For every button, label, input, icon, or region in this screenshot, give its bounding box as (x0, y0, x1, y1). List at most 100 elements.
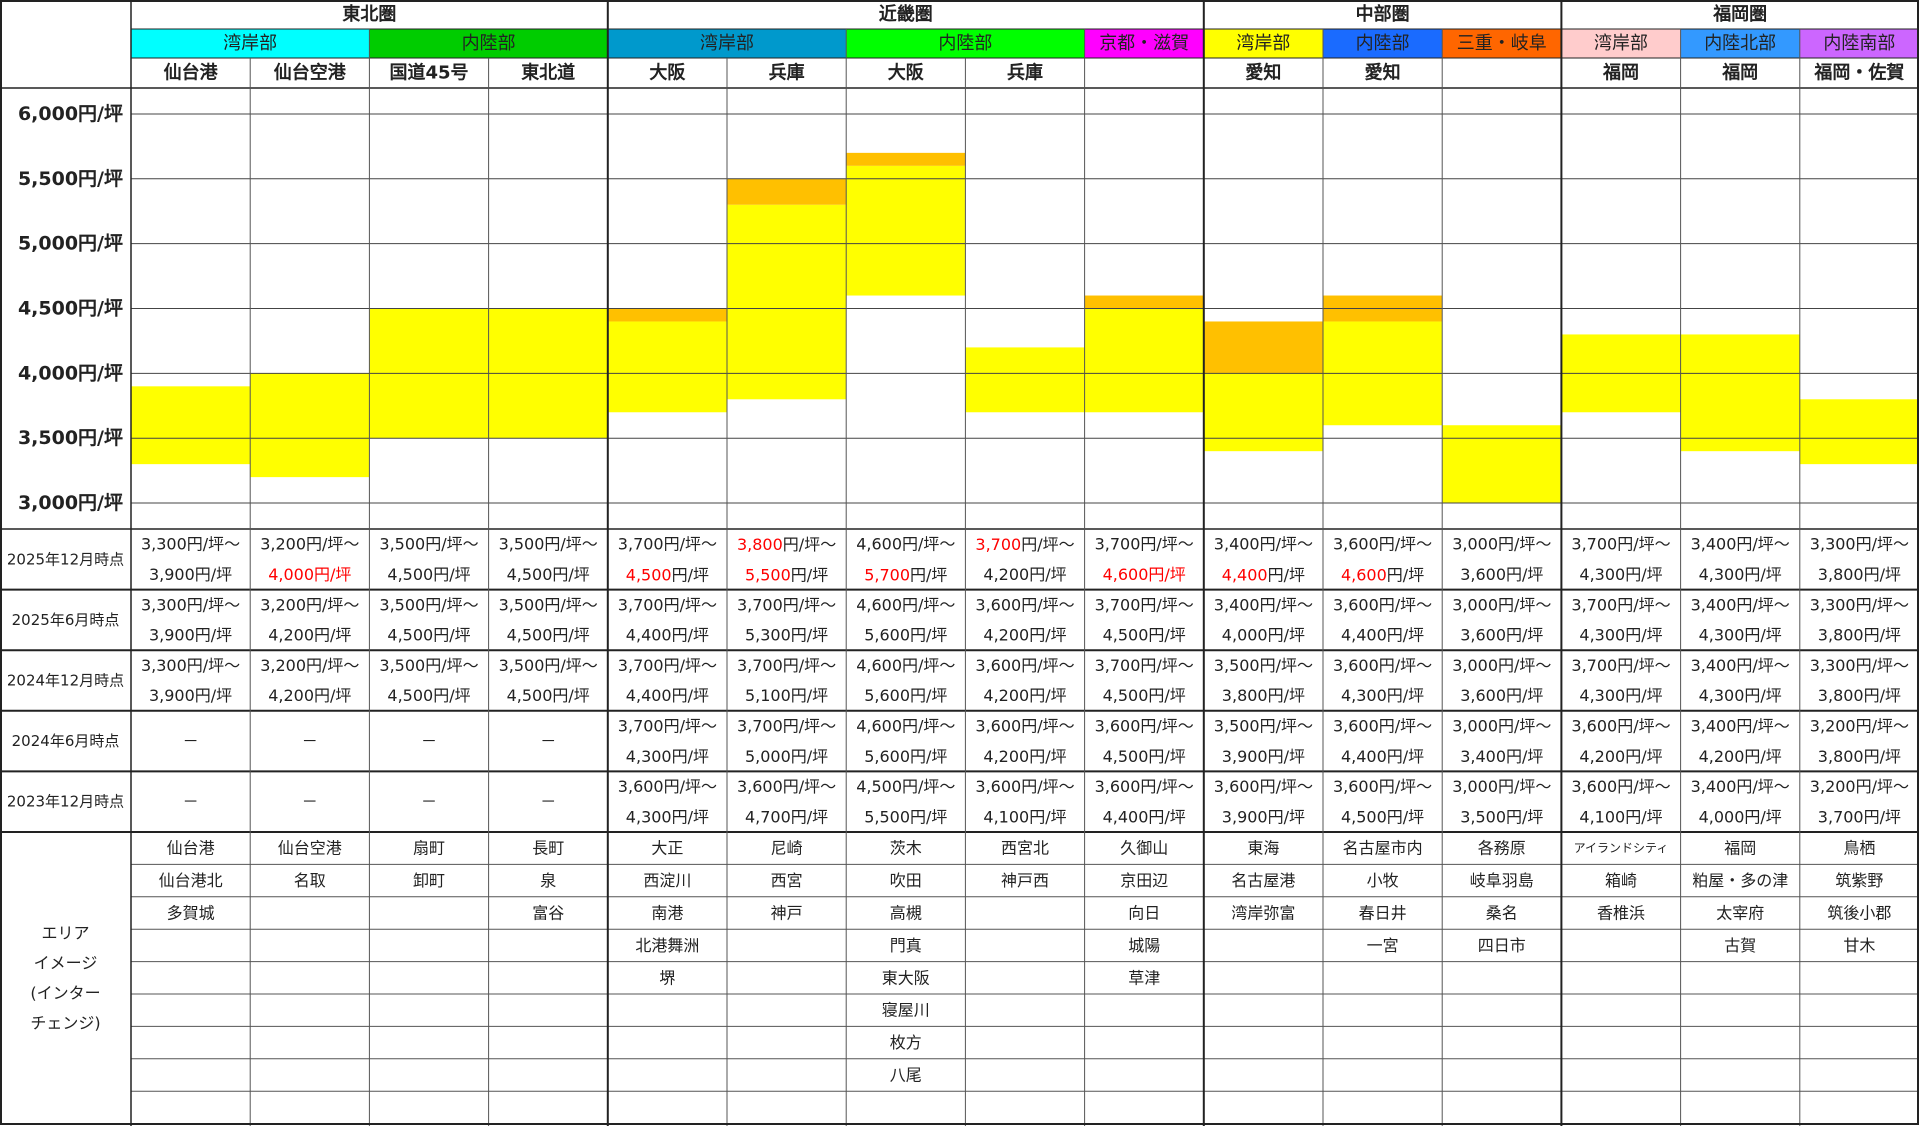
price-label: 3,700円/坪～ (618, 716, 717, 735)
price-label: 4,200円/坪 (983, 686, 1066, 705)
subregion-label: 内陸部 (462, 33, 516, 54)
price-label: 3,500円/坪～ (499, 656, 598, 675)
area-name: 太宰府 (1716, 904, 1764, 923)
price-label: 3,900円/坪 (149, 565, 232, 584)
area-name: 大正 (651, 839, 683, 858)
price-label: 4,300円/坪 (1699, 626, 1782, 645)
price-label: 4,000円/坪 (268, 565, 351, 584)
price-label: 3,500円/坪～ (1214, 716, 1313, 735)
no-data: － (540, 732, 556, 751)
subregion-bg (369, 29, 608, 58)
price-label: 3,300円/坪～ (141, 656, 240, 675)
price-label: 3,400円/坪～ (1691, 595, 1790, 614)
price-label: 4,600円/坪 (1341, 565, 1424, 584)
area-name: 神戸西 (1001, 871, 1049, 890)
area-name: 福岡 (1724, 839, 1756, 858)
area-name: 甘木 (1843, 936, 1875, 955)
area-name: 西宮 (771, 871, 803, 890)
price-label: 3,500円/坪～ (1214, 656, 1313, 675)
area-name: 名古屋港 (1231, 871, 1295, 890)
y-tick-label: 5,000円/坪 (18, 233, 123, 255)
period-label: 2024年12月時点 (7, 672, 124, 690)
price-label: 4,500円/坪～ (856, 777, 955, 796)
area-name: 岐阜羽島 (1470, 871, 1534, 890)
price-label: 4,300円/坪 (626, 747, 709, 766)
area-name: 粕屋・多の津 (1692, 871, 1788, 890)
increase-bar (607, 308, 727, 322)
price-label: 4,500円/坪 (1103, 686, 1186, 705)
price-label: 5,000円/坪 (745, 747, 828, 766)
price-label: 3,200円/坪～ (260, 656, 359, 675)
y-tick-label: 3,000円/坪 (18, 492, 123, 514)
price-label: 3,600円/坪 (1460, 565, 1543, 584)
price-label: 4,500円/坪 (507, 626, 590, 645)
area-name: アイランドシティ (1574, 841, 1669, 855)
subregion-label: 三重・岐阜 (1457, 33, 1547, 54)
price-label: 3,700円/坪～ (1095, 535, 1194, 554)
price-label: 3,600円/坪～ (1571, 716, 1670, 735)
range-bar (846, 165, 966, 296)
area-name: 門真 (890, 936, 922, 955)
price-label: 4,600円/坪～ (856, 595, 955, 614)
price-label: 4,500円/坪 (626, 565, 709, 584)
price-label: 3,700円/坪～ (618, 656, 717, 675)
subregion-label: 湾岸部 (1236, 33, 1290, 54)
column-label: 兵庫 (769, 62, 805, 84)
price-label: 3,700円/坪～ (975, 535, 1074, 554)
price-label: 3,300円/坪～ (1810, 656, 1909, 675)
price-label: 4,600円/坪～ (856, 656, 955, 675)
price-label: 4,100円/坪 (1579, 807, 1662, 826)
no-data: － (421, 792, 437, 811)
no-data: － (183, 732, 199, 751)
subregion-bg (1203, 29, 1323, 58)
range-bar (250, 373, 370, 478)
price-label: 3,500円/坪～ (379, 656, 478, 675)
area-name: 八尾 (890, 1066, 922, 1085)
column-label: 福岡・佐賀 (1813, 62, 1904, 84)
price-label: 3,400円/坪～ (1691, 716, 1790, 735)
price-label: 4,300円/坪 (1699, 686, 1782, 705)
price-label: 5,300円/坪 (745, 626, 828, 645)
range-bar (1442, 425, 1562, 504)
subregion-bg (1084, 29, 1204, 58)
price-label: 5,700円/坪 (864, 565, 947, 584)
price-label: 3,700円/坪～ (737, 716, 836, 735)
range-bar (131, 386, 251, 465)
range-bar (1680, 334, 1800, 452)
no-data: － (540, 792, 556, 811)
subregion-bg (607, 29, 847, 58)
subregion-label: 内陸北部 (1704, 33, 1776, 54)
price-label: 4,600円/坪～ (856, 716, 955, 735)
price-label: 3,600円/坪～ (975, 777, 1074, 796)
price-label: 3,000円/坪～ (1452, 595, 1551, 614)
increase-bar (1203, 321, 1323, 374)
area-name: 尼崎 (771, 839, 803, 858)
period-label: 2023年12月時点 (7, 793, 124, 811)
price-label: 5,100円/坪 (745, 686, 828, 705)
column-label: 東北道 (521, 62, 575, 84)
area-name: 香椎浜 (1597, 904, 1645, 923)
increase-bar (727, 178, 847, 205)
price-label: 4,500円/坪 (1341, 807, 1424, 826)
price-label: 3,600円/坪～ (975, 595, 1074, 614)
price-label: 3,600円/坪～ (975, 716, 1074, 735)
price-label: 4,400円/坪 (626, 626, 709, 645)
price-label: 3,600円/坪～ (1333, 777, 1432, 796)
area-name: 城陽 (1128, 936, 1160, 955)
price-label: 5,600円/坪 (864, 626, 947, 645)
area-name: 仙台空港 (278, 839, 342, 858)
price-label: 3,300円/坪～ (141, 535, 240, 554)
subregion-label: 湾岸部 (700, 33, 754, 54)
price-label: 4,300円/坪 (626, 807, 709, 826)
price-label: 3,400円/坪～ (1214, 595, 1313, 614)
price-label: 4,300円/坪 (1341, 686, 1424, 705)
range-bar (1084, 308, 1204, 413)
price-label: 4,300円/坪 (1579, 626, 1662, 645)
price-label: 4,500円/坪 (387, 626, 470, 645)
price-label: 4,200円/坪 (1579, 747, 1662, 766)
area-name: 箱崎 (1605, 871, 1637, 890)
area-name: 長町 (532, 839, 564, 858)
y-tick-label: 3,500円/坪 (18, 427, 123, 449)
